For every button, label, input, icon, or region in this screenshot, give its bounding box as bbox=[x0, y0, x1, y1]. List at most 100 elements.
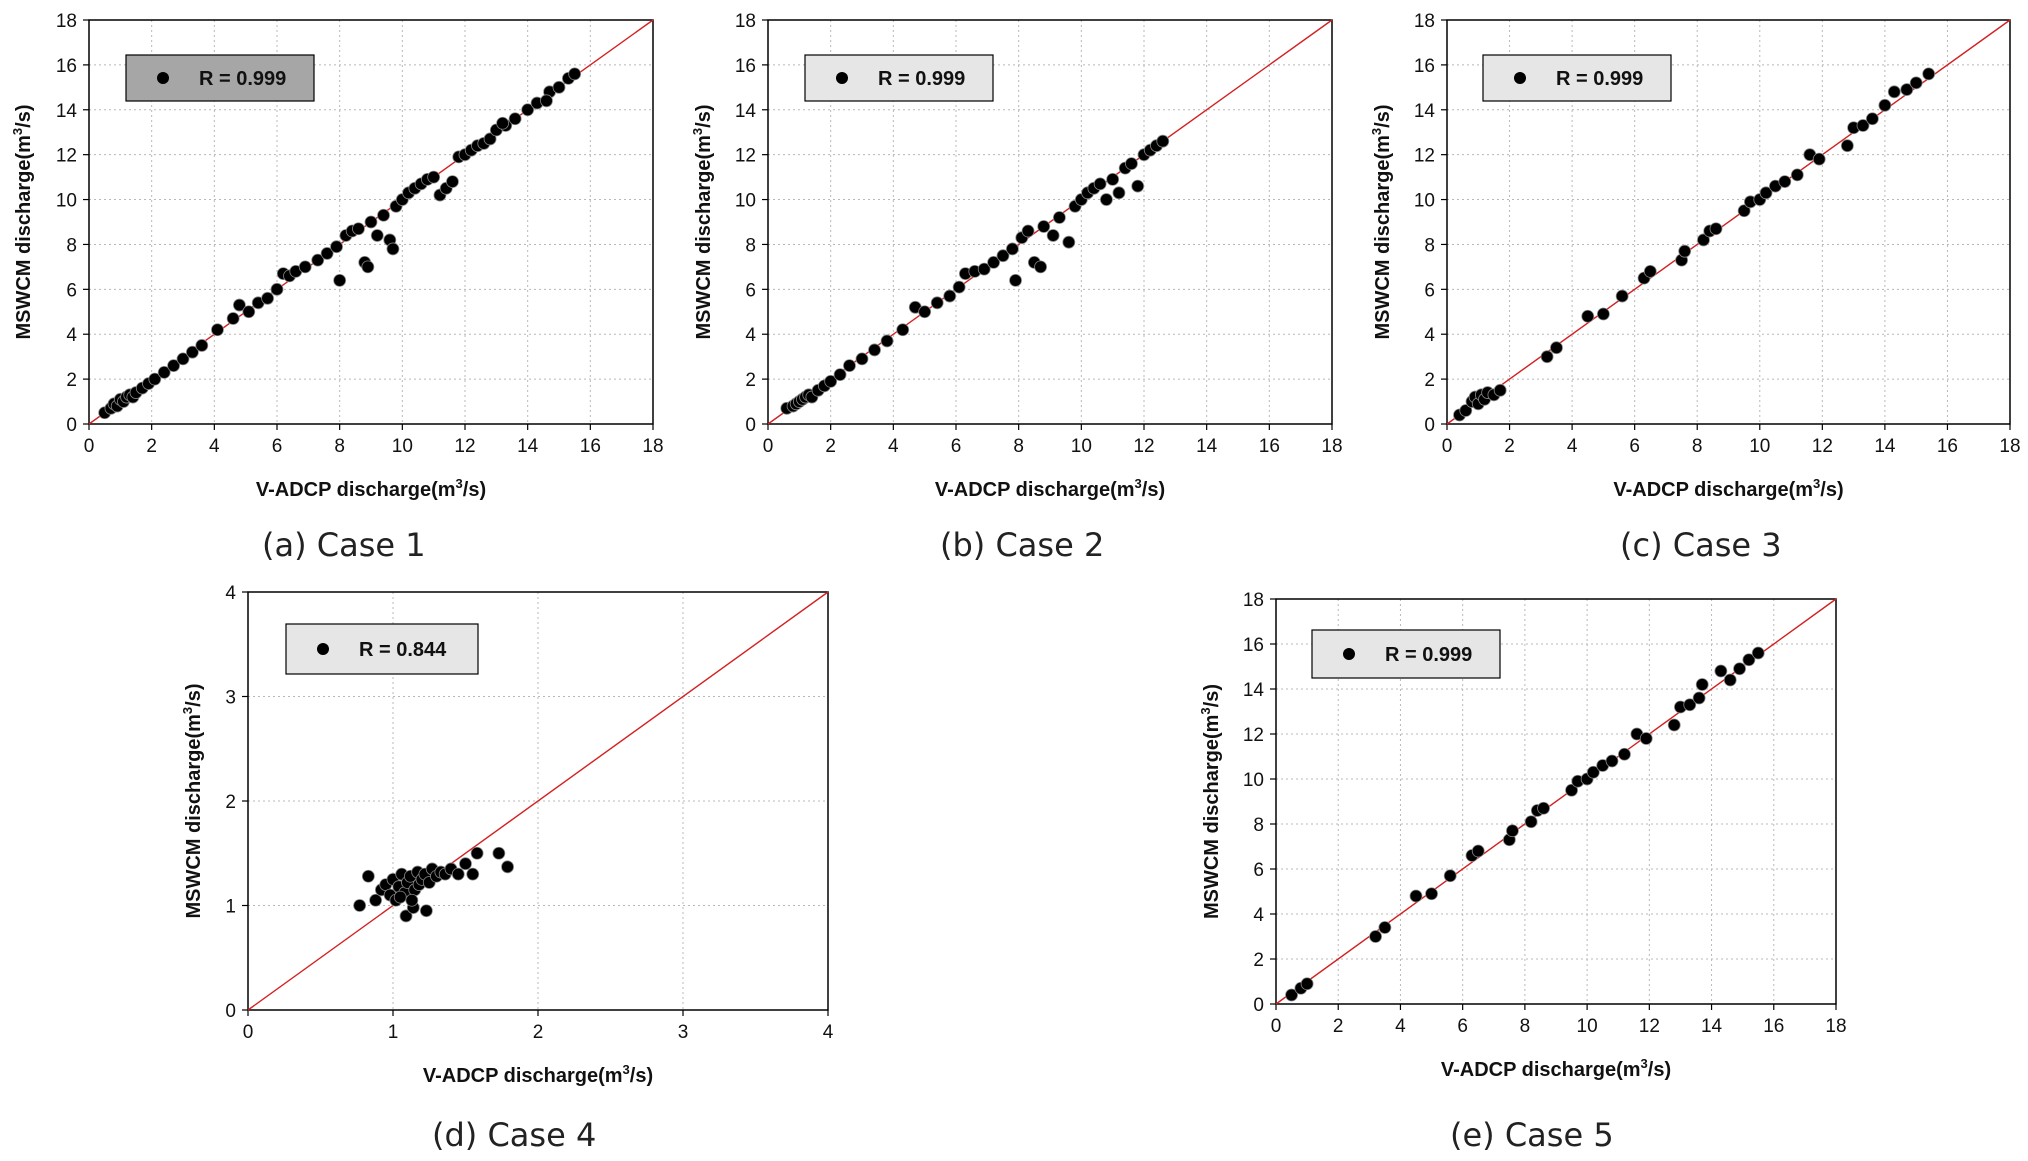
y-tick-label: 12 bbox=[1414, 146, 1435, 167]
data-point bbox=[977, 262, 991, 276]
y-tick-label: 16 bbox=[1414, 56, 1435, 77]
y-tick-label: 10 bbox=[56, 191, 77, 212]
x-tick-label: 8 bbox=[1013, 436, 1024, 457]
data-point bbox=[987, 255, 1000, 269]
chart-case2: 0 2 4 6 8 10 12 14 16 18 0 2 4 6 8 10 12 14 16 18 R = 0.999 V… bbox=[690, 11, 1343, 501]
y-tick-label: 0 bbox=[225, 1001, 236, 1022]
x-tick-label: 14 bbox=[1196, 436, 1218, 457]
data-point bbox=[377, 208, 390, 222]
data-point bbox=[320, 247, 334, 260]
y-tick-label: 4 bbox=[1253, 905, 1264, 926]
data-point bbox=[419, 904, 433, 918]
data-point bbox=[1605, 754, 1619, 768]
y-axis-label: MSWCM discharge(m3/s) bbox=[180, 683, 205, 918]
x-tick-label: 16 bbox=[1937, 436, 1958, 457]
y-tick-label: 18 bbox=[56, 11, 77, 32]
data-point bbox=[1778, 175, 1792, 189]
data-point bbox=[370, 229, 384, 242]
caption-case5: (e) Case 5 bbox=[1450, 1116, 1614, 1154]
y-tick-label: 2 bbox=[745, 370, 756, 391]
x-tick-label: 4 bbox=[209, 436, 220, 457]
x-tick-label: 0 bbox=[84, 436, 95, 457]
x-tick-label: 6 bbox=[1457, 1016, 1468, 1037]
data-point bbox=[1639, 732, 1653, 745]
data-point bbox=[1506, 824, 1519, 838]
data-point bbox=[1733, 662, 1746, 676]
data-point bbox=[483, 132, 497, 146]
legend: R = 0.999 bbox=[1482, 54, 1672, 102]
data-point bbox=[824, 374, 838, 388]
y-tick-label: 4 bbox=[745, 325, 756, 346]
data-point bbox=[1409, 889, 1423, 903]
data-point bbox=[451, 867, 465, 881]
data-point bbox=[1751, 646, 1765, 660]
data-point bbox=[364, 215, 378, 229]
x-tick-label: 12 bbox=[454, 436, 475, 457]
x-tick-label: 8 bbox=[1692, 436, 1703, 457]
data-point bbox=[1618, 747, 1631, 761]
x-tick-label: 0 bbox=[763, 436, 774, 457]
legend-label: R = 0.999 bbox=[1556, 68, 1643, 90]
data-point bbox=[1812, 152, 1826, 166]
plot-frame bbox=[1446, 19, 2011, 425]
data-point bbox=[1125, 157, 1138, 171]
data-point bbox=[446, 175, 459, 189]
data-point bbox=[1540, 350, 1554, 364]
y-tick-label: 0 bbox=[66, 415, 77, 436]
data-point bbox=[930, 296, 944, 310]
data-point bbox=[1565, 783, 1578, 797]
legend-box bbox=[285, 623, 479, 675]
data-point bbox=[1425, 887, 1438, 901]
chart-case3: 0 2 4 6 8 10 12 14 16 18 0 2 4 6 8 10 12 14 16 18 R = 0.999 V… bbox=[1369, 11, 2021, 501]
x-tick-label: 12 bbox=[1812, 436, 1833, 457]
data-point bbox=[1586, 765, 1600, 779]
data-point bbox=[1034, 260, 1047, 274]
data-point bbox=[185, 345, 199, 359]
data-point bbox=[1692, 691, 1706, 705]
data-point bbox=[1053, 211, 1066, 224]
data-point bbox=[466, 867, 480, 881]
data-point bbox=[1021, 224, 1035, 238]
data-point bbox=[1106, 172, 1120, 186]
legend: R = 0.844 bbox=[285, 623, 479, 675]
data-point bbox=[1100, 193, 1113, 206]
y-tick-label: 16 bbox=[735, 56, 756, 77]
data-point bbox=[880, 334, 894, 348]
x-tick-label: 14 bbox=[1701, 1016, 1723, 1037]
y-tick-label: 3 bbox=[225, 688, 236, 709]
data-point bbox=[1369, 930, 1382, 943]
x-tick-label: 18 bbox=[1999, 436, 2020, 457]
x-tick-label: 8 bbox=[334, 436, 345, 457]
y-tick-label: 6 bbox=[745, 280, 756, 301]
data-point bbox=[195, 339, 209, 352]
data-point bbox=[868, 343, 881, 357]
data-point bbox=[167, 359, 181, 373]
plot-frame bbox=[88, 19, 654, 425]
x-tick-label: 10 bbox=[1749, 436, 1770, 457]
y-tick-label: 6 bbox=[1424, 280, 1435, 301]
y-tick-label: 12 bbox=[56, 146, 77, 167]
data-point bbox=[361, 869, 375, 883]
plot-frame bbox=[1275, 598, 1837, 1005]
x-tick-label: 6 bbox=[951, 436, 962, 457]
data-point bbox=[242, 305, 256, 319]
data-point bbox=[1865, 112, 1879, 126]
x-tick-label: 2 bbox=[533, 1022, 544, 1043]
x-tick-label: 14 bbox=[517, 436, 539, 457]
data-point bbox=[1840, 139, 1854, 153]
y-tick-label: 8 bbox=[1424, 235, 1435, 256]
y-tick-label: 10 bbox=[735, 191, 756, 212]
data-point bbox=[1714, 664, 1728, 678]
data-point bbox=[496, 116, 510, 130]
data-point bbox=[399, 909, 413, 923]
y-tick-label: 4 bbox=[66, 325, 77, 346]
legend: R = 0.999 bbox=[804, 54, 994, 102]
data-point bbox=[352, 222, 365, 236]
x-tick-label: 0 bbox=[1442, 436, 1453, 457]
x-tick-label: 2 bbox=[1333, 1016, 1344, 1037]
data-point bbox=[1006, 242, 1019, 256]
data-point bbox=[1922, 67, 1936, 81]
y-axis-label: MSWCM discharge(m3/s) bbox=[1369, 104, 1394, 339]
data-point bbox=[943, 289, 957, 303]
